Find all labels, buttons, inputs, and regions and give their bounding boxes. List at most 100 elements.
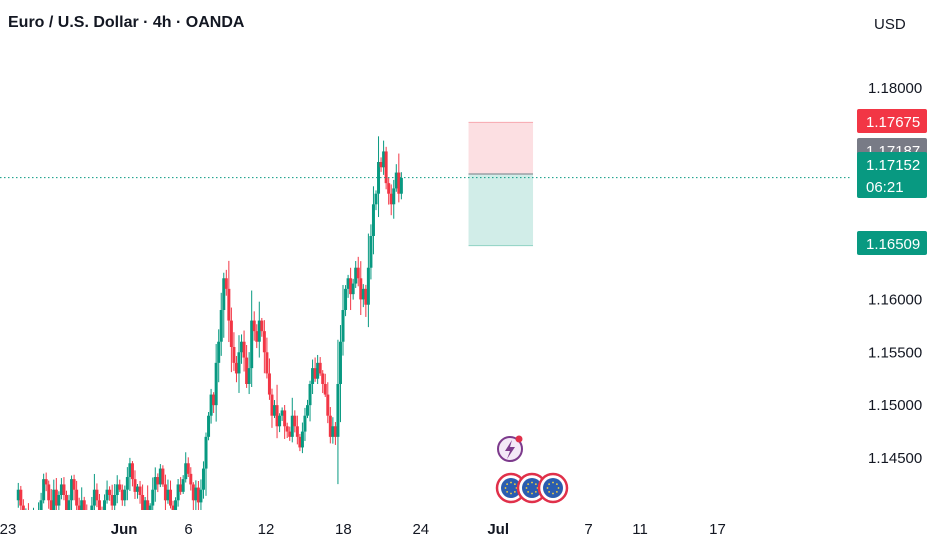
candle[interactable] bbox=[196, 480, 200, 517]
candle[interactable] bbox=[19, 485, 23, 511]
candle[interactable] bbox=[35, 512, 38, 525]
candle[interactable] bbox=[389, 184, 393, 216]
candle[interactable] bbox=[77, 497, 81, 522]
candle[interactable] bbox=[72, 474, 76, 501]
candle[interactable] bbox=[267, 358, 271, 400]
candle[interactable] bbox=[100, 506, 103, 521]
candle[interactable] bbox=[240, 334, 244, 364]
candle[interactable] bbox=[323, 373, 327, 397]
candle[interactable] bbox=[128, 457, 132, 491]
candle[interactable] bbox=[270, 388, 274, 428]
candle[interactable] bbox=[92, 473, 96, 512]
candle[interactable] bbox=[313, 357, 317, 382]
candle[interactable] bbox=[138, 480, 142, 504]
candle[interactable] bbox=[158, 464, 162, 488]
candle[interactable] bbox=[275, 384, 279, 439]
candle[interactable] bbox=[146, 485, 150, 522]
candle[interactable] bbox=[224, 269, 228, 296]
candle[interactable] bbox=[344, 285, 348, 317]
candle[interactable] bbox=[130, 461, 134, 487]
candle[interactable] bbox=[44, 472, 48, 492]
candle[interactable] bbox=[288, 426, 292, 441]
candle[interactable] bbox=[250, 290, 254, 388]
candle[interactable] bbox=[262, 320, 266, 374]
candle[interactable] bbox=[120, 484, 124, 506]
candle[interactable] bbox=[85, 504, 88, 524]
candle[interactable] bbox=[232, 332, 236, 371]
candle[interactable] bbox=[103, 494, 107, 521]
candle[interactable] bbox=[265, 337, 269, 379]
candle[interactable] bbox=[333, 421, 337, 445]
candle[interactable] bbox=[326, 382, 330, 424]
candle[interactable] bbox=[384, 146, 388, 190]
plot-area[interactable] bbox=[16, 121, 534, 532]
candle[interactable] bbox=[39, 492, 43, 518]
candle[interactable] bbox=[371, 186, 375, 255]
candle[interactable] bbox=[354, 261, 358, 288]
candle[interactable] bbox=[21, 499, 25, 523]
candle[interactable] bbox=[349, 267, 353, 311]
candle[interactable] bbox=[336, 339, 340, 485]
candle[interactable] bbox=[374, 190, 378, 211]
candle[interactable] bbox=[110, 484, 114, 517]
candle[interactable] bbox=[171, 500, 175, 523]
candle[interactable] bbox=[311, 359, 315, 395]
candle[interactable] bbox=[283, 404, 287, 439]
candle[interactable] bbox=[399, 172, 403, 200]
candle[interactable] bbox=[118, 479, 122, 492]
candle[interactable] bbox=[387, 177, 391, 205]
candle[interactable] bbox=[229, 307, 233, 373]
candle[interactable] bbox=[351, 278, 355, 300]
candle[interactable] bbox=[181, 475, 185, 494]
candle[interactable] bbox=[32, 507, 35, 530]
candle[interactable] bbox=[366, 233, 370, 328]
candle[interactable] bbox=[359, 261, 363, 316]
candle[interactable] bbox=[328, 407, 332, 444]
candle[interactable] bbox=[115, 475, 119, 504]
price-tag[interactable]: 1.16509 bbox=[857, 231, 927, 255]
candle[interactable] bbox=[341, 284, 345, 356]
candle[interactable] bbox=[80, 487, 84, 527]
candle[interactable] bbox=[209, 388, 213, 424]
candle[interactable] bbox=[143, 496, 147, 521]
candle[interactable] bbox=[255, 324, 259, 349]
candle[interactable] bbox=[338, 325, 342, 423]
candle[interactable] bbox=[108, 486, 112, 501]
candle[interactable] bbox=[280, 407, 284, 421]
candle[interactable] bbox=[308, 380, 312, 422]
candle[interactable] bbox=[42, 473, 46, 504]
candle[interactable] bbox=[207, 412, 211, 441]
candle[interactable] bbox=[189, 467, 193, 491]
candle[interactable] bbox=[227, 260, 231, 343]
candle[interactable] bbox=[392, 179, 396, 219]
candle[interactable] bbox=[57, 491, 61, 517]
candle[interactable] bbox=[64, 490, 68, 524]
candle[interactable] bbox=[62, 477, 66, 501]
candle[interactable] bbox=[204, 432, 208, 496]
lightning-icon[interactable] bbox=[497, 435, 523, 462]
candle[interactable] bbox=[88, 514, 91, 526]
currency-label[interactable]: USD bbox=[874, 16, 906, 33]
candle[interactable] bbox=[290, 397, 294, 443]
candle[interactable] bbox=[222, 272, 226, 338]
candle[interactable] bbox=[369, 224, 373, 280]
candle[interactable] bbox=[303, 407, 307, 441]
candle[interactable] bbox=[331, 417, 335, 444]
candle[interactable] bbox=[356, 256, 360, 287]
candle[interactable] bbox=[27, 503, 30, 527]
candle[interactable] bbox=[75, 480, 79, 511]
candle[interactable] bbox=[151, 477, 155, 518]
candle[interactable] bbox=[316, 354, 320, 385]
candle[interactable] bbox=[47, 480, 51, 509]
candle[interactable] bbox=[247, 352, 251, 395]
candle[interactable] bbox=[156, 473, 160, 493]
candle[interactable] bbox=[90, 496, 94, 524]
candle[interactable] bbox=[52, 479, 56, 524]
candle[interactable] bbox=[252, 311, 256, 341]
candle[interactable] bbox=[278, 413, 282, 433]
candle[interactable] bbox=[397, 153, 401, 203]
candle[interactable] bbox=[67, 494, 71, 516]
candle[interactable] bbox=[16, 482, 20, 508]
candle[interactable] bbox=[242, 330, 246, 372]
